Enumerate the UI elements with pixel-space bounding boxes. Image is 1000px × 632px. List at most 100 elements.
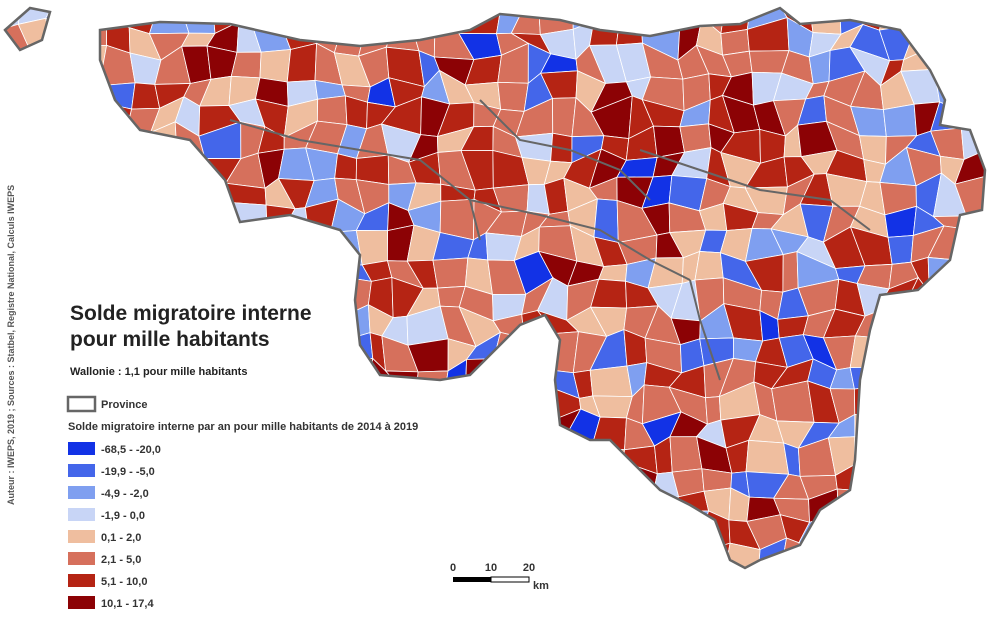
- municipality: [123, 255, 156, 293]
- municipality: [387, 599, 424, 624]
- municipality: [885, 444, 916, 478]
- municipality: [133, 205, 156, 236]
- municipality: [148, 8, 190, 35]
- municipality: [933, 44, 967, 87]
- municipality: [957, 302, 985, 342]
- municipality: [288, 523, 316, 552]
- municipality: [366, 8, 398, 22]
- municipality: [490, 385, 524, 415]
- municipality: [876, 384, 903, 416]
- municipality: [465, 593, 493, 629]
- municipality: [900, 356, 942, 399]
- municipality: [304, 387, 345, 414]
- municipality: [926, 434, 957, 471]
- municipality: [130, 149, 158, 191]
- municipality: [570, 550, 602, 568]
- municipality: [281, 592, 312, 616]
- municipality: [626, 617, 644, 632]
- municipality: [968, 387, 985, 425]
- scale-unit: km: [533, 580, 549, 592]
- municipality: [228, 578, 264, 597]
- municipality: [489, 487, 525, 524]
- municipality: [331, 436, 363, 469]
- municipality: [77, 121, 102, 159]
- municipality: [303, 331, 344, 364]
- municipality: [444, 617, 474, 632]
- municipality: [176, 176, 212, 210]
- municipality: [591, 490, 624, 516]
- municipality: [771, 380, 815, 423]
- municipality: [497, 81, 529, 112]
- municipality: [522, 366, 549, 393]
- municipality: [28, 435, 61, 472]
- municipality: [331, 539, 364, 568]
- municipality: [361, 539, 399, 568]
- municipality: [259, 49, 292, 83]
- municipality: [589, 574, 626, 601]
- municipality: [20, 589, 50, 622]
- municipality: [52, 122, 87, 158]
- municipality: [124, 616, 161, 632]
- municipality: [913, 594, 943, 623]
- municipality: [989, 601, 1000, 631]
- municipality: [874, 311, 918, 340]
- municipality: [47, 622, 85, 632]
- municipality: [876, 616, 916, 632]
- municipality: [303, 570, 336, 598]
- municipality: [858, 489, 880, 525]
- municipality: [281, 464, 322, 501]
- municipality: [960, 563, 985, 568]
- municipality: [146, 208, 191, 236]
- municipality: [228, 624, 269, 632]
- municipality: [235, 511, 254, 554]
- municipality: [306, 492, 346, 529]
- legend-label: -19,9 - -5,0: [101, 466, 155, 478]
- municipality: [276, 237, 322, 264]
- municipality: [229, 542, 265, 568]
- municipality: [853, 464, 894, 501]
- municipality: [485, 410, 523, 444]
- municipality: [955, 418, 985, 448]
- municipality: [782, 251, 799, 293]
- municipality: [152, 569, 190, 593]
- municipality: [723, 615, 763, 632]
- municipality: [984, 418, 985, 450]
- municipality: [542, 519, 572, 555]
- municipality: [202, 617, 236, 632]
- title-line: pour mille habitants: [70, 328, 270, 351]
- municipality: [5, 94, 33, 135]
- municipality: [333, 618, 370, 632]
- municipality: [936, 356, 971, 395]
- municipality: [980, 617, 1000, 632]
- municipality: [900, 311, 934, 345]
- municipality: [53, 211, 83, 239]
- scale-label: 0: [450, 562, 456, 574]
- municipality: [24, 548, 46, 568]
- municipality: [99, 157, 135, 191]
- municipality: [366, 382, 398, 424]
- legend: -68,5 - -20,0 -19,9 - -5,0 -4,9 - -2,0 -1,9…: [68, 442, 161, 610]
- municipality: [981, 22, 985, 56]
- municipality: [940, 521, 958, 550]
- municipality: [889, 330, 918, 368]
- municipality: [412, 622, 449, 632]
- municipality: [355, 619, 389, 632]
- municipality: [207, 573, 230, 598]
- municipality: [931, 546, 967, 568]
- municipality: [981, 364, 985, 395]
- municipality: [5, 551, 36, 568]
- municipality: [807, 578, 832, 607]
- municipality: [412, 604, 449, 623]
- province-label: Province: [101, 399, 147, 411]
- municipality: [880, 571, 917, 594]
- municipality: [992, 538, 1000, 580]
- municipality: [389, 516, 424, 545]
- municipality: [22, 387, 54, 422]
- municipality: [780, 617, 814, 632]
- municipality: [156, 148, 178, 185]
- municipality: [987, 312, 1000, 341]
- municipality: [410, 463, 449, 495]
- municipality: [331, 463, 362, 503]
- municipality: [832, 573, 863, 607]
- municipality: [539, 602, 577, 632]
